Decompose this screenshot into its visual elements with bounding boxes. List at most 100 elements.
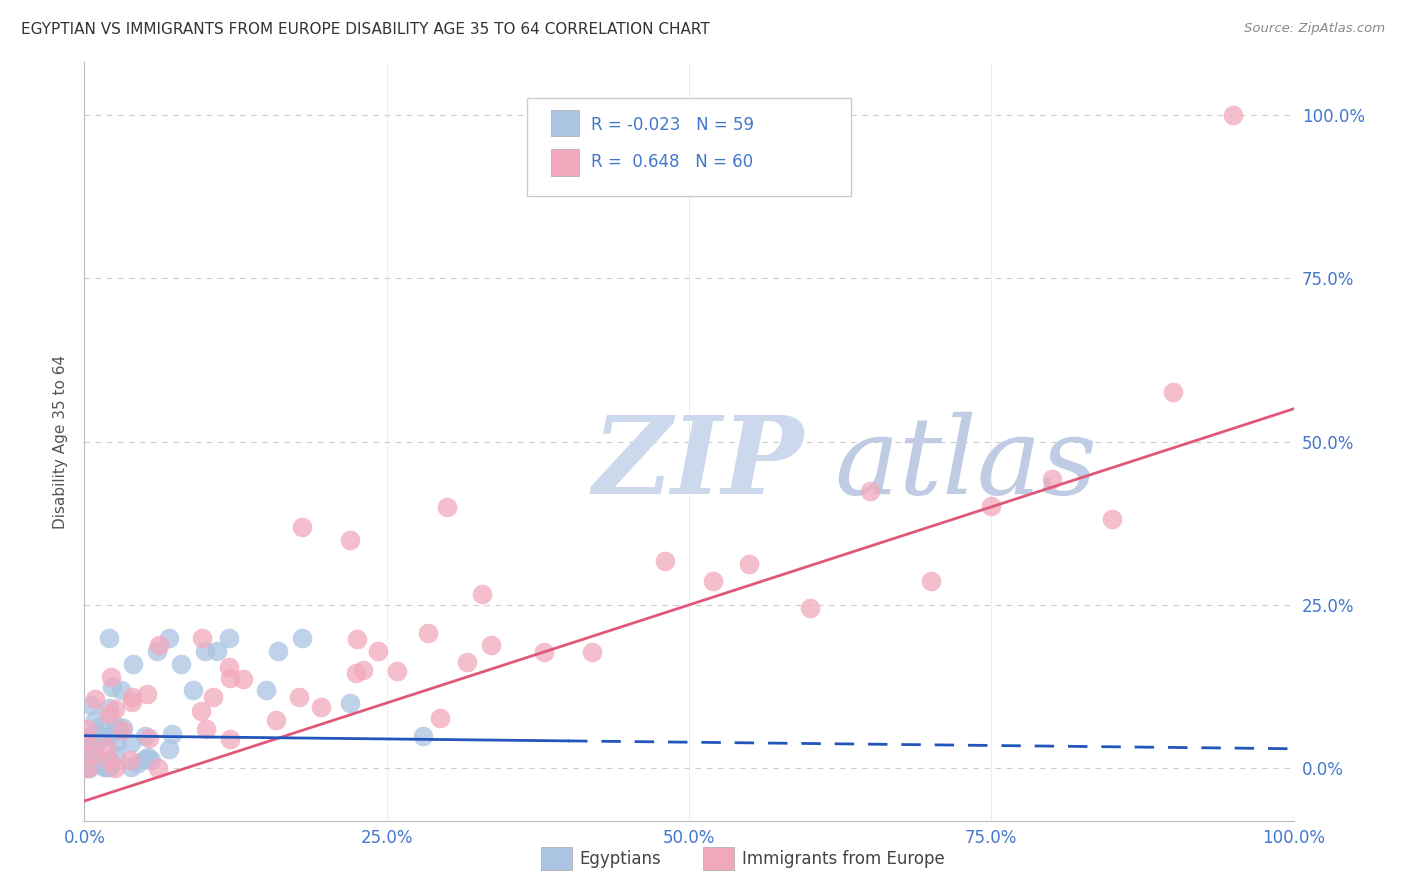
Point bbox=[436, 500, 458, 514]
Point bbox=[134, 751, 156, 765]
Point bbox=[291, 519, 314, 533]
Point bbox=[738, 557, 761, 571]
Point bbox=[91, 731, 114, 746]
Point bbox=[84, 744, 107, 758]
Point bbox=[136, 687, 159, 701]
Point bbox=[98, 758, 121, 772]
Text: R =  0.648   N = 60: R = 0.648 N = 60 bbox=[591, 153, 752, 171]
Point bbox=[90, 719, 112, 733]
Point bbox=[181, 682, 204, 697]
Point bbox=[702, 574, 724, 589]
Point bbox=[412, 729, 434, 743]
Point bbox=[76, 733, 98, 747]
Point bbox=[79, 739, 101, 754]
Point bbox=[170, 657, 193, 671]
Text: EGYPTIAN VS IMMIGRANTS FROM EUROPE DISABILITY AGE 35 TO 64 CORRELATION CHART: EGYPTIAN VS IMMIGRANTS FROM EUROPE DISAB… bbox=[21, 22, 710, 37]
Point bbox=[76, 737, 98, 751]
Point bbox=[76, 740, 98, 755]
Point bbox=[139, 753, 162, 767]
Point bbox=[96, 760, 118, 774]
Point bbox=[75, 747, 97, 761]
Point bbox=[104, 701, 127, 715]
Point bbox=[75, 731, 97, 746]
Point bbox=[191, 631, 214, 645]
Point bbox=[385, 664, 408, 678]
Point bbox=[654, 554, 676, 568]
Point bbox=[799, 601, 821, 615]
Point bbox=[97, 729, 120, 743]
Point bbox=[98, 701, 121, 715]
Point bbox=[920, 574, 942, 588]
Point bbox=[418, 625, 440, 640]
Point bbox=[533, 645, 555, 659]
Text: Source: ZipAtlas.com: Source: ZipAtlas.com bbox=[1244, 22, 1385, 36]
Point bbox=[76, 722, 98, 736]
Point bbox=[291, 631, 314, 645]
Point bbox=[232, 672, 254, 686]
Point bbox=[80, 698, 103, 712]
Point bbox=[344, 666, 367, 681]
Point bbox=[97, 706, 120, 721]
Point bbox=[121, 690, 143, 704]
Point bbox=[218, 631, 240, 645]
Point bbox=[157, 631, 180, 645]
Point bbox=[80, 755, 103, 769]
Point bbox=[219, 732, 242, 747]
Point bbox=[105, 747, 128, 762]
Point bbox=[195, 723, 218, 737]
Point bbox=[267, 643, 290, 657]
Point bbox=[134, 729, 156, 743]
Point bbox=[121, 657, 143, 671]
Point bbox=[84, 730, 107, 744]
Point bbox=[97, 759, 120, 773]
Text: Immigrants from Europe: Immigrants from Europe bbox=[742, 850, 945, 868]
Text: R = -0.023   N = 59: R = -0.023 N = 59 bbox=[591, 116, 754, 134]
Point bbox=[87, 725, 110, 739]
Point bbox=[105, 734, 128, 748]
Point bbox=[83, 744, 105, 758]
Point bbox=[82, 747, 104, 761]
Text: atlas: atlas bbox=[834, 412, 1097, 516]
Point bbox=[79, 730, 101, 744]
Point bbox=[96, 739, 118, 754]
Point bbox=[118, 753, 141, 767]
Point bbox=[1161, 385, 1184, 400]
Point bbox=[980, 500, 1002, 514]
Point bbox=[1222, 108, 1244, 122]
Point bbox=[97, 631, 120, 645]
Point bbox=[581, 645, 603, 659]
Point bbox=[104, 718, 127, 732]
Point bbox=[98, 754, 121, 768]
Point bbox=[219, 672, 242, 686]
Point bbox=[110, 723, 132, 737]
Point bbox=[89, 757, 111, 772]
Point bbox=[190, 704, 212, 718]
Point bbox=[75, 761, 97, 775]
Point bbox=[138, 731, 160, 746]
Point bbox=[127, 756, 149, 770]
Point bbox=[111, 721, 134, 735]
Point bbox=[83, 692, 105, 706]
Point bbox=[1101, 512, 1123, 526]
Point bbox=[309, 700, 332, 714]
Point bbox=[146, 643, 169, 657]
Point bbox=[136, 750, 159, 764]
Point bbox=[207, 643, 229, 657]
Point bbox=[77, 738, 100, 752]
Point bbox=[479, 638, 502, 652]
Point bbox=[194, 643, 217, 657]
Point bbox=[77, 761, 100, 775]
Point bbox=[288, 690, 311, 705]
Point bbox=[148, 638, 170, 652]
Point bbox=[107, 723, 129, 737]
Point bbox=[162, 727, 184, 741]
Text: ZIP: ZIP bbox=[592, 411, 804, 517]
Point bbox=[148, 761, 170, 775]
Point bbox=[1040, 472, 1063, 486]
Point bbox=[98, 753, 121, 767]
Point bbox=[120, 759, 142, 773]
Point bbox=[339, 696, 361, 710]
Point bbox=[120, 736, 142, 750]
Point bbox=[264, 714, 287, 728]
Point bbox=[77, 761, 100, 775]
